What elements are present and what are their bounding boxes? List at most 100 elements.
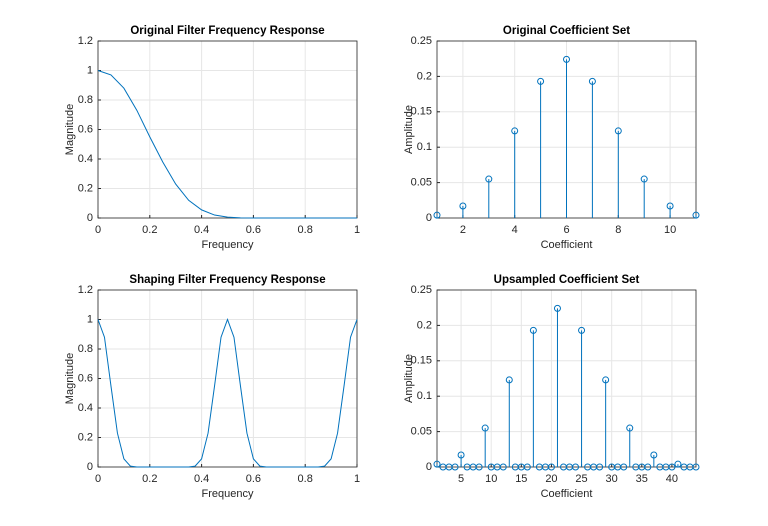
stem-marker bbox=[499, 463, 507, 471]
y-axis-label: Magnitude bbox=[64, 104, 76, 155]
x-tick-label: 10 bbox=[664, 224, 676, 236]
stem bbox=[523, 463, 531, 471]
stem-marker bbox=[626, 424, 634, 432]
chart-title: Shaping Filter Frequency Response bbox=[129, 274, 325, 286]
stem bbox=[451, 463, 459, 471]
stem bbox=[644, 463, 652, 471]
stem-marker bbox=[640, 175, 648, 183]
stem bbox=[511, 127, 519, 218]
stem bbox=[588, 77, 596, 218]
x-tick-label: 5 bbox=[458, 473, 464, 485]
x-tick-label: 0.4 bbox=[194, 224, 209, 236]
stem bbox=[640, 175, 648, 218]
stem-marker bbox=[692, 211, 700, 219]
x-tick-label: 0.8 bbox=[298, 224, 313, 236]
chart-title: Upsampled Coefficient Set bbox=[494, 274, 640, 286]
stem bbox=[529, 326, 537, 467]
y-tick-label: 0.2 bbox=[78, 182, 93, 194]
stem-marker bbox=[578, 326, 586, 334]
x-tick-label: 10 bbox=[485, 473, 497, 485]
y-tick-label: 0.25 bbox=[411, 35, 432, 47]
stem bbox=[674, 460, 682, 468]
y-tick-label: 0 bbox=[87, 461, 93, 473]
axes-box bbox=[436, 289, 697, 468]
y-tick-label: 0.8 bbox=[78, 343, 93, 355]
stem bbox=[485, 175, 493, 218]
stem bbox=[620, 463, 628, 471]
stem bbox=[650, 451, 658, 467]
y-tick-label: 0 bbox=[426, 212, 432, 224]
y-tick-label: 0.1 bbox=[417, 141, 432, 153]
stem bbox=[614, 127, 622, 218]
x-tick-label: 0 bbox=[95, 473, 101, 485]
x-tick-label: 30 bbox=[606, 473, 618, 485]
y-tick-label: 0 bbox=[426, 461, 432, 473]
stem-marker bbox=[602, 376, 610, 384]
x-tick-label: 6 bbox=[563, 224, 569, 236]
chart-title: Original Coefficient Set bbox=[503, 25, 630, 37]
stem-marker bbox=[650, 451, 658, 459]
x-tick-label: 0.6 bbox=[246, 473, 261, 485]
line bbox=[97, 70, 357, 219]
stem-marker bbox=[553, 304, 561, 312]
y-axis-label: Magnitude bbox=[64, 353, 76, 404]
y-tick-label: 1 bbox=[87, 64, 93, 76]
stem bbox=[596, 463, 604, 471]
x-tick-label: 2 bbox=[460, 224, 466, 236]
y-tick-label: 0.2 bbox=[417, 70, 432, 82]
x-tick-label: 1 bbox=[354, 473, 360, 485]
x-tick-label: 1 bbox=[354, 224, 360, 236]
y-tick-label: 0.6 bbox=[78, 123, 93, 135]
stem-marker bbox=[481, 424, 489, 432]
y-tick-label: 0.25 bbox=[411, 284, 432, 296]
x-tick-label: 8 bbox=[615, 224, 621, 236]
stem bbox=[505, 376, 513, 467]
x-axis-label: Frequency bbox=[202, 488, 254, 500]
x-tick-label: 15 bbox=[515, 473, 527, 485]
stem-marker bbox=[614, 127, 622, 135]
axes-box bbox=[97, 40, 358, 219]
stem-marker bbox=[620, 463, 628, 471]
chart-title: Original Filter Frequency Response bbox=[130, 25, 324, 37]
stem-marker bbox=[644, 463, 652, 471]
axes-box bbox=[97, 289, 358, 468]
x-tick-label: 0 bbox=[95, 224, 101, 236]
stem-marker bbox=[596, 463, 604, 471]
line bbox=[97, 318, 358, 468]
stem bbox=[692, 211, 700, 219]
stem-marker bbox=[668, 463, 676, 471]
stem bbox=[481, 424, 489, 467]
stem-marker bbox=[572, 463, 580, 471]
y-tick-label: 1 bbox=[87, 313, 93, 325]
y-tick-label: 0.4 bbox=[78, 402, 93, 414]
y-tick-label: 0.15 bbox=[411, 106, 432, 118]
stem bbox=[602, 376, 610, 467]
y-tick-label: 0 bbox=[87, 212, 93, 224]
y-axis-label: Amplitude bbox=[403, 105, 415, 154]
x-tick-label: 0.2 bbox=[142, 224, 157, 236]
stem bbox=[499, 463, 507, 471]
x-axis-label: Frequency bbox=[202, 239, 254, 251]
stem-marker bbox=[547, 463, 555, 471]
stem bbox=[537, 77, 545, 218]
stem-marker bbox=[451, 463, 459, 471]
x-axis-label: Coefficient bbox=[541, 239, 593, 251]
stem bbox=[668, 463, 676, 471]
stem-marker bbox=[666, 202, 674, 210]
stem bbox=[457, 451, 465, 467]
y-tick-label: 1.2 bbox=[78, 35, 93, 47]
y-tick-label: 0.6 bbox=[78, 372, 93, 384]
x-tick-label: 35 bbox=[636, 473, 648, 485]
subplot: 0 0.05 0.1 0.15 0.2 0.25 5 10 15 20 25 30 35 40 Upsamp… bbox=[403, 274, 700, 500]
stem bbox=[475, 463, 483, 471]
stem-marker bbox=[457, 451, 465, 459]
x-tick-label: 40 bbox=[666, 473, 678, 485]
subplot: 0 0.2 0.4 0.6 0.8 1 1.2 0 0.2 0.4 0.6 0.8 1 Original … bbox=[64, 25, 360, 251]
y-tick-label: 0.8 bbox=[78, 94, 93, 106]
y-tick-label: 1.2 bbox=[78, 284, 93, 296]
y-tick-label: 0.15 bbox=[411, 355, 432, 367]
stem-marker bbox=[459, 202, 467, 210]
stem-marker bbox=[523, 463, 531, 471]
stem bbox=[578, 326, 586, 467]
